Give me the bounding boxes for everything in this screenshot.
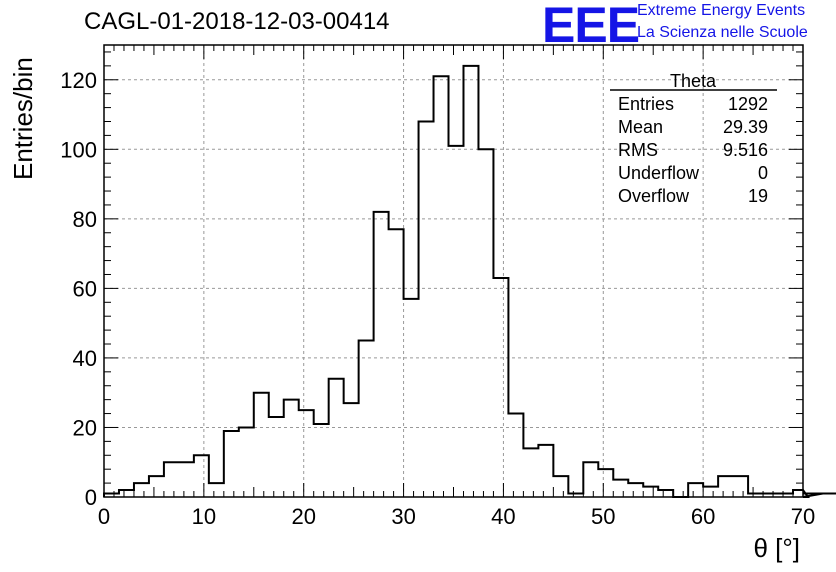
histogram-bin [449,146,464,497]
histogram-bin [269,417,284,497]
histogram-bin [314,424,329,497]
x-tick-label: 70 [791,504,815,529]
histogram-bin [179,462,194,497]
histogram-bin [359,341,374,497]
histogram-bin [164,462,179,497]
histogram-bin [134,483,149,497]
histogram-bin [598,469,613,497]
histogram-bin [329,379,344,497]
y-tick-label: 0 [85,485,97,510]
histogram-bin [658,490,673,497]
logo-line-2: La Scienza nelle Scuole [637,24,808,41]
stats-value-entries: 1292 [728,94,768,114]
stats-box: Theta Entries 1292 Mean 29.39 RMS 9.516 … [610,71,777,206]
y-axis-title: Entries/bin [8,57,38,180]
y-tick-label: 40 [73,346,97,371]
stats-label-mean: Mean [618,117,663,137]
stats-title: Theta [670,71,717,91]
x-tick-label: 30 [391,504,415,529]
stats-value-underflow: 0 [758,163,768,183]
histogram-bin [119,490,134,497]
histogram-bin [149,476,164,497]
y-tick-label: 60 [73,276,97,301]
x-tick-label: 0 [98,504,110,529]
histogram-bin [463,66,478,497]
y-tick-label: 100 [60,137,97,162]
axes-frame [103,44,804,498]
x-tick-label: 10 [192,504,216,529]
histogram-bin [239,427,254,497]
x-tick-label: 60 [691,504,715,529]
x-tick-label: 40 [491,504,515,529]
histogram-bin [613,480,628,497]
stats-value-rms: 9.516 [723,140,768,160]
histogram-bin [404,299,419,497]
histogram-bin [523,448,538,497]
histogram-bin [434,76,449,497]
histogram-bin [703,487,718,497]
logo-line-1: Extreme Energy Events [637,2,806,19]
histogram-bin [733,476,748,497]
histogram-bin [299,410,314,497]
histogram-bin [643,487,658,497]
histogram-bins [104,66,803,497]
histogram-bin [254,393,269,497]
stats-value-overflow: 19 [748,186,768,206]
histogram-bin [628,483,643,497]
x-axis-title: θ [°] [753,533,800,563]
histogram-bin [493,278,508,497]
axis-ticks [103,45,804,498]
stats-label-underflow: Underflow [618,163,700,183]
histogram-bin [194,455,209,497]
histogram-bin [209,483,224,497]
y-tick-label: 20 [73,415,97,440]
histogram-bin [688,483,703,497]
plot-frame [103,44,804,498]
stats-value-mean: 29.39 [723,117,768,137]
stats-label-rms: RMS [618,140,658,160]
histogram-bin [284,400,299,497]
eee-logo: EEE [542,0,640,53]
run-title: CAGL-01-2018-12-03-00414 [84,8,390,35]
histogram-bin [224,431,239,497]
histogram-bin [718,476,733,497]
grid-layer [104,45,803,497]
stats-label-entries: Entries [618,94,674,114]
y-tick-label: 120 [60,68,97,93]
histogram-bin [344,403,359,497]
histogram-bin [508,414,523,497]
y-tick-label: 80 [73,207,97,232]
histogram-bin [583,462,598,497]
histogram-bin [419,121,434,497]
x-tick-label: 20 [291,504,315,529]
tick-labels: 0 10 20 30 40 50 60 70 0 20 40 60 80 100 120 [60,68,815,529]
histogram-bin [478,149,493,497]
histogram-bin [793,490,803,497]
histogram-bin [538,445,553,497]
histogram-bin [374,212,389,497]
histogram-bin [553,476,568,497]
stats-label-overflow: Overflow [618,186,690,206]
x-tick-label: 50 [591,504,615,529]
histogram-bin [389,229,404,497]
